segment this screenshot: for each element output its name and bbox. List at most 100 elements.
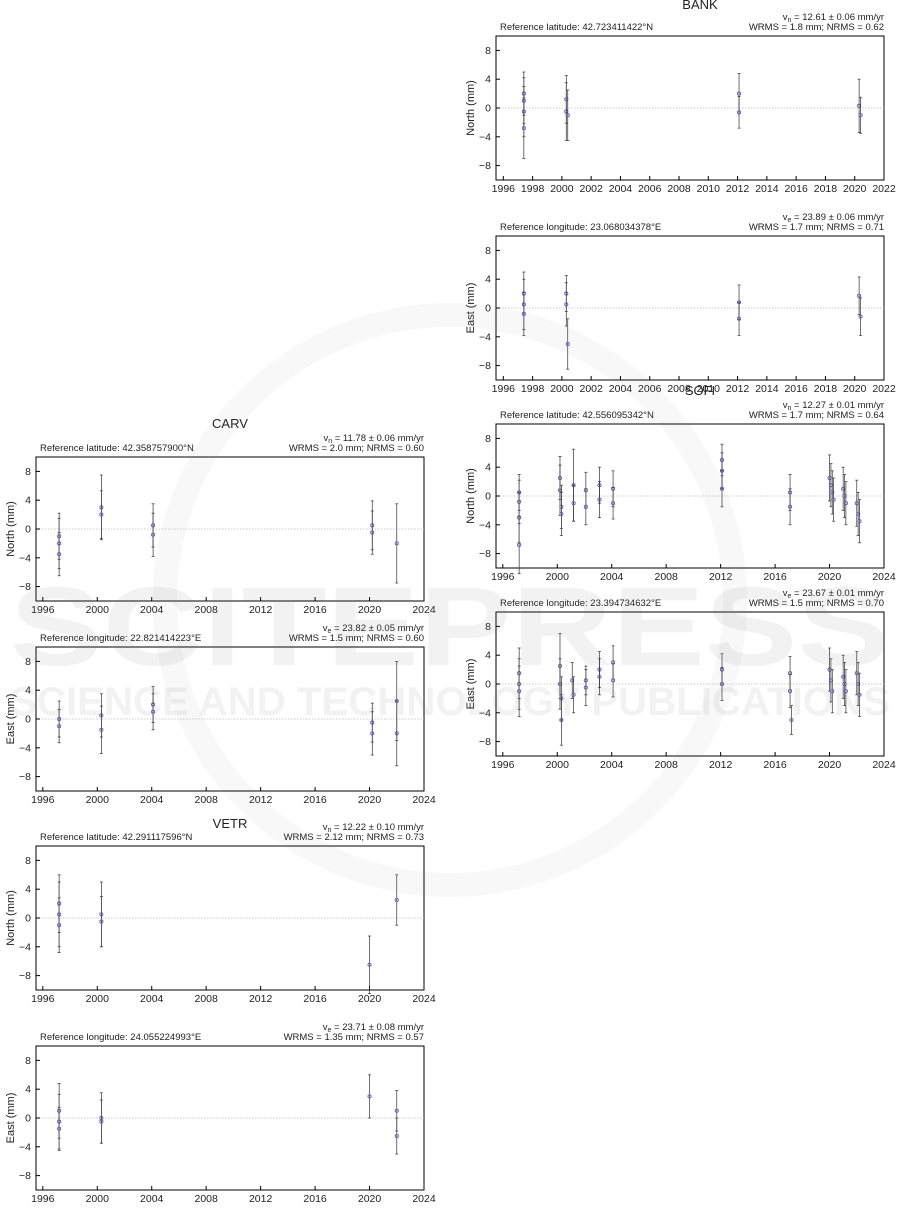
chart-svg: Reference longitude: 23.394734632°E ve = … (465, 588, 896, 771)
data-point (57, 724, 62, 729)
x-tick-label: 2012 (709, 571, 733, 583)
data-point (597, 497, 602, 502)
x-tick-label: 2002 (579, 183, 603, 195)
station-title-carv: CARV (212, 416, 248, 431)
y-tick-label: −4 (19, 1141, 31, 1153)
x-tick-label: 2016 (303, 794, 327, 806)
data-point (788, 689, 793, 694)
data-point (517, 689, 522, 694)
x-tick-label: 2020 (843, 183, 867, 195)
data-point (736, 316, 742, 321)
station-title-vetr: VETR (212, 816, 248, 831)
data-point (719, 681, 725, 687)
x-tick-label: 2006 (638, 183, 662, 195)
x-tick-label: 1996 (491, 759, 515, 771)
x-tick-label: 2024 (872, 759, 896, 771)
reference-label: Reference latitude: 42.291117596°N (40, 832, 193, 843)
stats-label: WRMS = 1.7 mm; NRMS = 0.71 (749, 222, 884, 233)
data-point (858, 314, 863, 319)
data-point (394, 1108, 399, 1113)
x-tick-label: 1998 (521, 183, 545, 195)
data-point (597, 674, 602, 679)
x-tick-label: 2020 (358, 993, 382, 1005)
y-tick-label: 0 (485, 303, 491, 315)
chart-svg: Reference longitude: 24.055224993°E ve = … (5, 1022, 436, 1205)
y-tick-label: 8 (485, 433, 491, 445)
data-point (857, 519, 862, 524)
panel-vetr-north: Reference latitude: 42.291117596°N vn = 1… (0, 816, 440, 1006)
x-tick-label: 2004 (140, 1193, 164, 1205)
x-tick-label: 2012 (249, 1193, 273, 1205)
data-point (367, 1094, 372, 1099)
y-axis-label: North (mm) (5, 890, 17, 946)
chart-svg: Reference longitude: 22.821414223°E ve = … (5, 623, 436, 806)
x-tick-label: 2010 (697, 183, 721, 195)
data-point (521, 311, 526, 316)
x-tick-label: 2000 (550, 383, 574, 395)
y-axis-label: East (mm) (5, 694, 17, 745)
x-tick-label: 2004 (600, 571, 624, 583)
data-point (367, 962, 372, 967)
x-tick-label: 2024 (412, 604, 436, 616)
y-tick-label: −8 (479, 548, 491, 560)
y-tick-label: 4 (485, 462, 491, 474)
data-point (370, 530, 375, 535)
x-tick-label: 2012 (249, 993, 273, 1005)
x-tick-label: 2000 (86, 794, 110, 806)
x-tick-label: 1996 (31, 993, 55, 1005)
x-tick-label: 2014 (755, 183, 779, 195)
panel-sofi-north: Reference latitude: 42.556095342°N vn = 1… (460, 394, 900, 584)
data-point (858, 113, 863, 118)
x-tick-label: 2012 (249, 604, 273, 616)
y-tick-label: 0 (485, 103, 491, 115)
y-tick-label: −4 (479, 707, 491, 719)
reference-label: Reference longitude: 23.068034378°E (500, 222, 661, 233)
data-point (521, 126, 526, 131)
data-point (789, 717, 794, 723)
x-tick-label: 2012 (709, 759, 733, 771)
x-tick-label: 1996 (491, 571, 515, 583)
y-tick-label: 4 (485, 74, 491, 86)
velocity-label: ve = 23.71 ± 0.08 mm/yr (323, 1022, 424, 1034)
station-title-bank: BANK (682, 0, 718, 12)
velocity-label: ve = 23.67 ± 0.01 mm/yr (783, 588, 884, 600)
y-tick-label: −4 (19, 742, 31, 754)
data-point (370, 731, 375, 736)
x-tick-label: 2008 (654, 571, 678, 583)
x-tick-label: 1996 (492, 383, 516, 395)
velocity-label: vn = 12.27 ± 0.01 mm/yr (783, 400, 884, 412)
x-tick-label: 2016 (303, 1193, 327, 1205)
stats-label: WRMS = 1.7 mm; NRMS = 0.64 (749, 410, 884, 421)
x-tick-label: 2002 (579, 383, 603, 395)
stats-label: WRMS = 1.5 mm; NRMS = 0.60 (289, 633, 424, 644)
x-tick-label: 2004 (609, 183, 633, 195)
panel-sofi-east: Reference longitude: 23.394734632°E ve = … (460, 582, 900, 772)
chart-svg: Reference latitude: 42.556095342°N vn = 1… (465, 400, 896, 583)
y-axis-label: East (mm) (465, 659, 477, 710)
y-tick-label: 0 (25, 913, 31, 925)
data-point (565, 113, 570, 118)
x-tick-label: 2022 (872, 383, 896, 395)
reference-label: Reference longitude: 24.055224993°E (40, 1032, 201, 1043)
panel-vetr-east: Reference longitude: 24.055224993°E ve = … (0, 1016, 440, 1206)
data-point (583, 685, 588, 690)
data-point (831, 497, 836, 502)
data-point (571, 501, 576, 506)
velocity-label: ve = 23.82 ± 0.05 mm/yr (323, 623, 424, 635)
data-point (857, 293, 862, 298)
data-point (736, 91, 742, 96)
x-tick-label: 2016 (303, 993, 327, 1005)
data-point (719, 486, 725, 491)
x-tick-label: 2010 (697, 383, 721, 395)
x-tick-label: 1996 (31, 794, 55, 806)
x-tick-label: 2014 (755, 383, 779, 395)
x-tick-label: 2020 (818, 571, 842, 583)
x-tick-label: 2016 (303, 604, 327, 616)
y-tick-label: 8 (25, 466, 31, 478)
velocity-label: vn = 11.78 ± 0.06 mm/yr (323, 433, 424, 445)
data-point (564, 302, 569, 307)
y-tick-label: 0 (485, 679, 491, 691)
x-tick-label: 1998 (521, 383, 545, 395)
x-tick-label: 2012 (726, 383, 750, 395)
x-tick-label: 2020 (818, 759, 842, 771)
